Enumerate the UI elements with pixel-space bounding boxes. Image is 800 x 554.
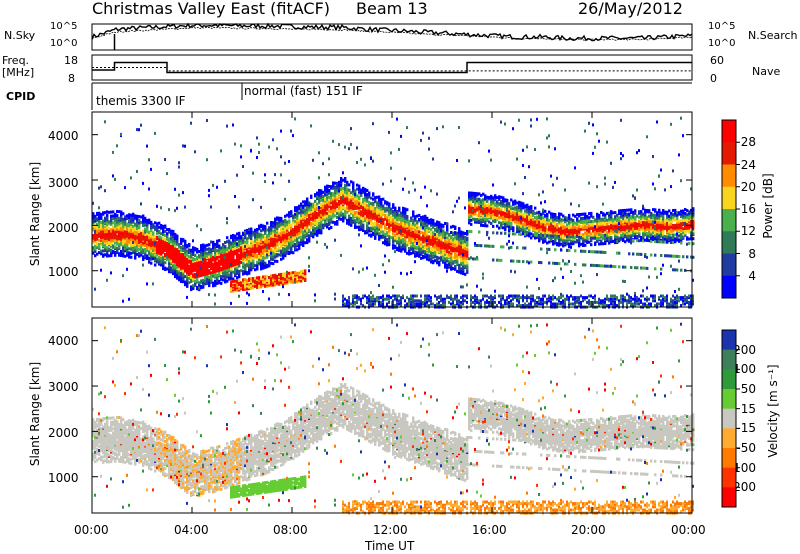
x-axis-label: Time UT	[365, 539, 415, 553]
velocity-ytick-4000: 4000	[48, 334, 79, 348]
power-colorbar-segment-2	[722, 164, 736, 188]
xtick-4: 16:00	[472, 523, 507, 537]
beam-label: Beam 13	[356, 0, 428, 18]
noise-right-tick-top: 10^5	[708, 21, 736, 32]
cpid-mode-1: themis 3300 IF	[96, 94, 186, 108]
velocity-colorbar-segment-7	[722, 467, 736, 488]
noise-series-0	[91, 22, 693, 42]
velocity-colorbar-frame	[721, 329, 737, 508]
xtick-0: 00:00	[74, 523, 109, 537]
velocity-ytick-2000: 2000	[48, 426, 79, 440]
freq-right-label: Nave	[752, 65, 781, 78]
velocity-colorbar-tick-label: 100	[733, 362, 756, 377]
noise-frame	[91, 23, 693, 51]
velocity-colorbar-tick-label: 200	[733, 342, 756, 357]
velocity-ytick-1000: 1000	[48, 471, 79, 485]
power-colorbar-segment-5	[722, 231, 736, 254]
noise-left-tick-top: 10^5	[50, 21, 78, 32]
cpid-mode-2: normal (fast) 151 IF	[244, 84, 363, 98]
noise-series-1	[91, 26, 693, 41]
power-colorbar-tick-label: 4	[748, 268, 756, 283]
power-colorbar-tick-label: 16	[740, 202, 756, 216]
power-colorbar-tick-label: 24	[740, 157, 756, 172]
power-colorbar-segment-7	[722, 275, 736, 299]
velocity-colorbar-tick-label: 15	[740, 401, 756, 416]
velocity-ytick-3000: 3000	[48, 380, 79, 394]
freq-left-tick-top: 18	[64, 54, 78, 67]
power-colorbar-tick-label: 20	[740, 179, 756, 194]
velocity-colorbar-segment-2	[722, 369, 736, 390]
velocity-colorbar-tick-label: 50	[740, 382, 756, 396]
freq-left-label: Freq. [MHz]	[2, 54, 35, 79]
nave-series	[92, 67, 692, 72]
power-colorbar-segment-6	[722, 253, 736, 277]
freq-left-tick-bottom: 8	[68, 72, 75, 85]
power-ytick-4000: 4000	[48, 129, 79, 143]
xtick-1: 04:00	[174, 523, 209, 537]
xtick-5: 20:00	[571, 523, 606, 537]
freq-right-tick-bottom: 0	[710, 72, 717, 85]
power-ytick-3000: 3000	[48, 176, 79, 190]
power-ytick-2000: 2000	[48, 221, 79, 235]
velocity-colorbar-segment-1	[722, 349, 736, 370]
velocity-colorbar-segment-3	[722, 389, 736, 410]
power-colorbar-segment-4	[722, 209, 736, 232]
freq-right-tick-top: 60	[710, 54, 724, 67]
power-colorbar-tick-label: 12	[740, 224, 756, 239]
freq-frame	[91, 54, 693, 81]
power-ytick-1000: 1000	[48, 265, 79, 279]
xtick-2: 08:00	[273, 523, 308, 537]
cpid-label: CPID	[6, 90, 36, 103]
power-colorbar-tick-label: 28	[740, 135, 756, 150]
power-colorbar-segment-3	[722, 186, 736, 210]
velocity-colorbar-tick-label: -50	[736, 441, 756, 455]
velocity-colorbar-segment-0	[722, 330, 736, 351]
heatmap-cells	[92, 116, 695, 515]
date-label: 26/May/2012	[578, 0, 683, 18]
velocity-colorbar-segment-8	[722, 487, 736, 508]
velocity-colorbar-tick-label: -15	[736, 421, 756, 436]
velocity-colorbar-segment-6	[722, 448, 736, 469]
power-colorbar-tick-label: 8	[748, 246, 756, 261]
xtick-6: 00:00	[671, 523, 706, 537]
noise-right-label: N.Search	[748, 29, 798, 42]
freq-series	[92, 61, 692, 74]
noise-left-label: N.Sky	[4, 29, 36, 42]
chart-title: Christmas Valley East (fitACF)	[92, 0, 331, 18]
power-colorbar-segment-1	[722, 142, 736, 165]
noise-left-tick-bottom: 10^0	[50, 38, 78, 49]
power-colorbar-segment-0	[722, 120, 736, 143]
velocity-colorbar-segment-4	[722, 408, 736, 429]
noise-right-tick-bottom: 10^0	[708, 38, 736, 49]
velocity-colorbar-segment-5	[722, 428, 736, 449]
xtick-3: 12:00	[373, 523, 408, 537]
